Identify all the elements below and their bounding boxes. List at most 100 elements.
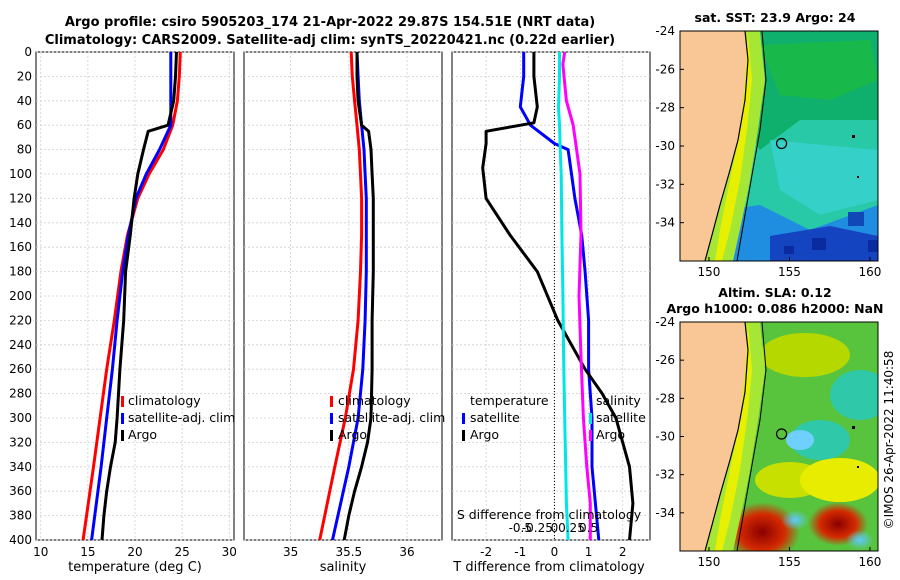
x-tick-label: -2 — [480, 545, 492, 559]
y-tick-label: 160 — [9, 240, 32, 254]
salinity-panel: 35 35.5 36 climatology satellite-adj. clim… — [243, 51, 445, 575]
t-difference-tick-labels: -2 -1 0 1 2 — [480, 545, 626, 559]
difference-legend: temperature satellite Argo salinity sate… — [462, 393, 646, 442]
y-tick-label: 260 — [9, 362, 32, 376]
y-tick-label: 60 — [17, 118, 32, 132]
lon-tick-label: 150 — [698, 555, 721, 569]
legend-swatch-argo — [330, 430, 333, 441]
copyright-timestamp: ©IMOS 26-Apr-2022 11:40:58 — [882, 351, 896, 530]
lat-tick-label: -34 — [655, 506, 675, 520]
legend-swatch-t-argo — [462, 430, 465, 441]
y-tick-label: 400 — [9, 533, 32, 547]
legend-label-t-satellite: satellite — [470, 410, 520, 425]
difference-panel: -2 -1 0 1 2 temperature satellite Argo salin… — [451, 51, 651, 575]
lat-tick-label: -24 — [655, 24, 675, 38]
y-tick-label: 0 — [24, 45, 32, 59]
y-tick-label: 120 — [9, 191, 32, 205]
y-tick-label: 40 — [17, 94, 32, 108]
salinity-series — [318, 52, 375, 540]
x-tick-label: 20 — [127, 545, 142, 559]
y-tick-label: 340 — [9, 460, 32, 474]
lat-tick-label: -34 — [655, 216, 675, 230]
lon-tick-label: 160 — [858, 265, 881, 279]
y-tick-label: 100 — [9, 167, 32, 181]
lat-tick-label: -30 — [655, 139, 675, 153]
y-tick-label: 140 — [9, 216, 32, 230]
s-difference-label: S difference from climatology — [457, 507, 642, 522]
y-tick-label: 300 — [9, 411, 32, 425]
profile-location-marker — [775, 137, 788, 150]
x-tick-label: 15 — [80, 545, 95, 559]
lon-tick-label: 155 — [778, 555, 801, 569]
lat-tick-label: -24 — [655, 315, 675, 329]
sla-map: -24 -26 -28 -30 -32 -34 150 155 160 — [655, 315, 881, 569]
legend-label-s-satellite: satellite — [596, 410, 646, 425]
lon-tick-label: 155 — [778, 265, 801, 279]
s-difference-tick-labels: -0.5-0.250 0.250.5 — [509, 521, 599, 535]
salinity-tick-labels: 35 35.5 36 — [283, 545, 415, 559]
lon-tick-label: 160 — [858, 555, 881, 569]
legend-label-satellite: satellite-adj. clim — [128, 410, 235, 425]
legend-title-temperature: temperature — [470, 393, 549, 408]
s-tick-label: 0 — [551, 521, 559, 535]
title-line-1: Argo profile: csiro 5905203_174 21-Apr-2… — [64, 15, 596, 30]
lat-tick-label: -32 — [655, 177, 675, 191]
sla-map-title-2: Argo h1000: 0.086 h2000: NaN — [666, 301, 884, 316]
legend-label-climatology: climatology — [128, 393, 201, 408]
profile-location-marker — [775, 428, 788, 440]
y-tick-label: 20 — [17, 69, 32, 83]
legend-label-t-argo: Argo — [470, 427, 499, 442]
legend-label-climatology: climatology — [338, 393, 411, 408]
temperature-xlabel: temperature (deg C) — [68, 560, 202, 575]
legend-swatch-climatology — [121, 396, 124, 407]
series-line-t-satellite — [518, 52, 601, 540]
lat-tick-label: -28 — [655, 391, 675, 405]
x-tick-label: 1 — [585, 545, 593, 559]
x-tick-label: 10 — [33, 545, 48, 559]
y-tick-label: 80 — [17, 143, 32, 157]
sla-map-title-1: Altim. SLA: 0.12 — [718, 285, 832, 300]
salinity-xlabel: salinity — [320, 560, 367, 575]
legend-swatch-s-argo — [589, 430, 592, 441]
difference-series — [481, 52, 635, 540]
legend-swatch-satellite — [121, 413, 124, 424]
temperature-grid — [36, 51, 234, 541]
y-tick-label: 180 — [9, 265, 32, 279]
series-line-argo — [100, 52, 178, 540]
sla-map-image — [680, 322, 878, 551]
series-line-s-argo — [561, 52, 592, 540]
sst-latitude-ticks: -24 -26 -28 -30 -32 -34 — [655, 24, 684, 230]
sst-map: -24 -26 -28 -30 -32 -34 150 155 160 — [655, 24, 881, 279]
sst-map-image — [680, 31, 878, 261]
lat-tick-label: -26 — [655, 62, 675, 76]
legend-swatch-satellite — [330, 413, 333, 424]
s-tick-label: -0.5 — [509, 521, 532, 535]
salinity-grid — [244, 51, 442, 541]
s-tick-label: 0.5 — [579, 521, 598, 535]
depth-tick-labels: 0 20 40 60 80 100 120 140 160 180 200 220 240 260 280 3… — [9, 45, 32, 547]
lat-tick-label: -30 — [655, 430, 675, 444]
temperature-panel: 0 20 40 60 80 100 120 140 160 180 200 220 240 260 280 3… — [9, 45, 237, 575]
y-tick-label: 220 — [9, 313, 32, 327]
x-tick-label: 25 — [175, 545, 190, 559]
x-tick-label: 36 — [399, 545, 414, 559]
x-tick-label: 30 — [222, 545, 237, 559]
legend-swatch-climatology — [330, 396, 333, 407]
y-tick-label: 320 — [9, 435, 32, 449]
temperature-series — [81, 52, 182, 540]
temperature-tick-labels: 10 15 20 25 30 — [33, 545, 237, 559]
legend-label-argo: Argo — [128, 427, 157, 442]
y-tick-label: 280 — [9, 387, 32, 401]
title-line-2: Climatology: CARS2009. Satellite-adj cli… — [44, 33, 616, 48]
series-line-s-satellite — [557, 52, 570, 540]
lat-tick-label: -26 — [655, 353, 675, 367]
x-tick-label: 35 — [283, 545, 298, 559]
legend-swatch-t-satellite — [462, 413, 465, 424]
legend-swatch-s-satellite — [589, 413, 592, 424]
salinity-legend: climatology satellite-adj. clim Argo — [330, 393, 445, 442]
temperature-legend: climatology satellite-adj. clim Argo — [121, 393, 235, 442]
sst-map-title: sat. SST: 23.9 Argo: 24 — [694, 10, 856, 25]
legend-label-satellite: satellite-adj. clim — [338, 410, 445, 425]
legend-title-salinity: salinity — [596, 393, 641, 408]
sst-longitude-ticks: 150 155 160 — [698, 257, 881, 279]
